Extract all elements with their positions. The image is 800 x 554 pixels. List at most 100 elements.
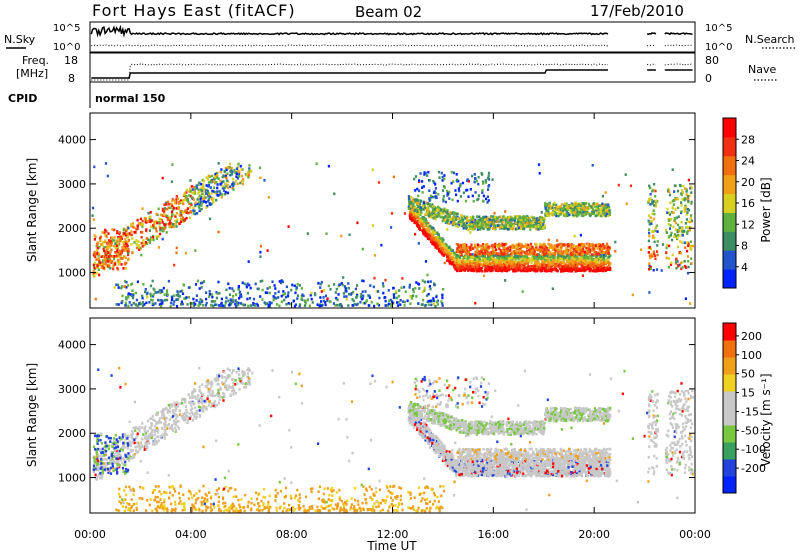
echo-cell [486, 217, 489, 221]
echo-cell [429, 287, 432, 291]
echo-cell [530, 224, 533, 227]
echo-cell [544, 258, 547, 262]
echo-cell [389, 298, 392, 302]
echo-cell [460, 216, 463, 220]
echo-cell [538, 227, 541, 230]
echo-cell [454, 268, 457, 271]
echo-cell [467, 228, 470, 232]
echo-cell [245, 173, 248, 177]
echo-cell [533, 255, 536, 259]
echo-cell [492, 251, 495, 255]
echo-cell [564, 208, 567, 211]
echo-cell [203, 199, 206, 203]
echo-cell [198, 287, 201, 290]
echo-cell [518, 215, 522, 219]
echo-cell [316, 303, 319, 306]
echo-cell [191, 191, 194, 195]
echo-cell [562, 260, 565, 264]
echo-cell [334, 304, 337, 307]
echo-cell [573, 263, 576, 267]
echo-cell [144, 220, 147, 224]
echo-cell [268, 291, 272, 295]
echo-cell [528, 253, 531, 256]
echo-cell [274, 287, 277, 290]
echo-cell [422, 226, 425, 230]
echo-cell [523, 257, 526, 260]
echo-cell [272, 295, 275, 298]
echo-cell [116, 231, 119, 235]
echo-cell [551, 255, 555, 258]
echo-cell [515, 227, 518, 231]
echo-cell [448, 215, 452, 218]
echo-cell [427, 170, 430, 174]
echo-cell [502, 249, 505, 253]
echo-cell [503, 246, 506, 249]
echo-cell [222, 189, 226, 192]
echo-cell [176, 218, 179, 221]
echo-cell [428, 202, 431, 206]
echo-cell [387, 289, 390, 292]
echo-cell [200, 204, 203, 207]
echo-cell [469, 253, 472, 256]
echo-cell [589, 214, 592, 218]
echo-cell [489, 262, 492, 265]
echo-cell [492, 221, 495, 224]
echo-cell [125, 280, 128, 284]
echo-cell [320, 281, 323, 284]
echo-cell [174, 219, 177, 223]
echo-cell [520, 225, 523, 229]
echo-cell [205, 291, 208, 294]
echo-cell [595, 252, 599, 256]
echo-cell [587, 261, 590, 264]
echo-cell [440, 215, 443, 219]
echo-cell [113, 236, 116, 239]
echo-cell [586, 252, 589, 255]
echo-cell [96, 264, 99, 267]
echo-cell [148, 229, 151, 232]
echo-cell [409, 216, 412, 220]
echo-cell [233, 168, 236, 172]
echo-cell [540, 218, 543, 221]
echo-cell [183, 219, 186, 222]
nsearch-trace [91, 44, 609, 47]
echo-cell [492, 216, 495, 220]
echo-cell [469, 221, 472, 224]
echo-cell [487, 253, 490, 257]
echo-cell [158, 299, 161, 302]
echo-cell [166, 217, 170, 220]
echo-cell [202, 194, 206, 198]
echo-cell [205, 176, 208, 179]
echo-cell [108, 260, 111, 263]
echo-cell [473, 243, 476, 247]
echo-cell [597, 264, 600, 267]
echo-cell [432, 237, 436, 240]
echo-cell [428, 211, 431, 214]
echo-cell [127, 248, 130, 251]
echo-cell [496, 259, 499, 262]
echo-cell [166, 214, 169, 218]
echo-cell [442, 253, 445, 257]
echo-cell [229, 173, 232, 177]
echo-cell [274, 296, 277, 299]
echo-cell [308, 304, 311, 308]
echo-cell [568, 255, 571, 259]
echo-cell [123, 232, 126, 236]
echo-cell [128, 301, 131, 304]
echo-cell [224, 174, 227, 178]
echo-cell [342, 292, 345, 295]
echo-cell [445, 252, 448, 255]
echo-cell [462, 250, 465, 253]
echo-cell [194, 187, 197, 190]
echo-cell [484, 263, 487, 266]
echo-cell [175, 195, 178, 198]
echo-cell [583, 262, 586, 266]
echo-cell [519, 269, 523, 272]
echo-cell [236, 177, 239, 180]
echo-cell [122, 267, 125, 270]
echo-cell [467, 179, 471, 183]
echo-cell [515, 251, 518, 255]
echo-cell [180, 217, 183, 221]
echo-cell [180, 214, 183, 217]
echo-cell [479, 228, 482, 231]
echo-cell [481, 254, 484, 258]
